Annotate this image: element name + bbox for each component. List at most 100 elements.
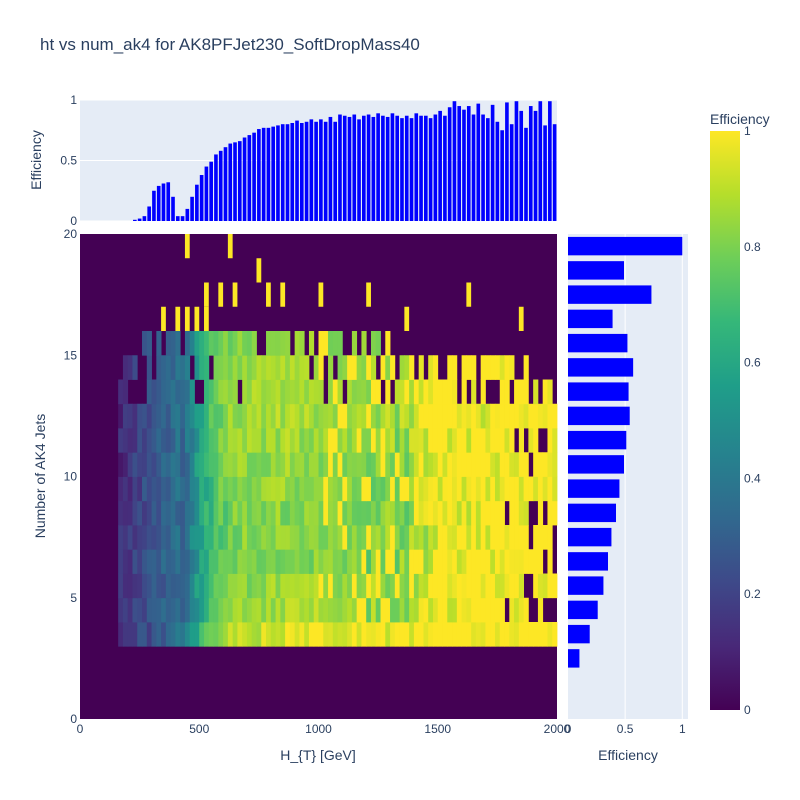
heatmap-cell <box>418 403 424 429</box>
heatmap-cell <box>514 597 520 623</box>
heatmap-cell <box>266 622 272 647</box>
heatmap-cell <box>218 428 224 453</box>
heatmap-cell <box>370 379 377 405</box>
top-efficiency-bar <box>362 115 366 221</box>
heatmap-cell <box>151 403 157 429</box>
heatmap-cell <box>432 597 439 623</box>
top-efficiency-bar <box>385 116 390 221</box>
heatmap-cell <box>337 476 343 502</box>
heatmap-cell <box>328 379 334 405</box>
heatmap-cell <box>242 355 248 380</box>
heatmap-cell <box>409 476 415 502</box>
heatmap-cell <box>208 331 214 356</box>
heatmap-cell <box>122 379 129 405</box>
top-efficiency-bar <box>204 166 209 221</box>
top-panel-y-ticks: 00.51 <box>60 93 77 228</box>
top-efficiency-bar <box>404 115 409 221</box>
heatmap-cell <box>547 622 553 647</box>
heatmap-cell <box>251 428 257 453</box>
heatmap-cell <box>237 622 243 647</box>
heatmap-cell <box>232 573 238 599</box>
heatmap-cell <box>552 573 558 599</box>
heatmap-cell <box>313 597 319 623</box>
heatmap-cell <box>308 500 315 526</box>
top-efficiency-bar <box>285 124 290 221</box>
right-panel-grid <box>624 234 683 719</box>
heatmap-cell <box>404 573 410 599</box>
heatmap-cell <box>251 355 257 380</box>
heatmap-cell <box>161 403 167 429</box>
heatmap-cell <box>246 403 253 429</box>
heatmap-cell <box>437 597 443 623</box>
heatmap-cell <box>518 525 525 550</box>
heatmap-cell <box>432 525 439 550</box>
heatmap-cell <box>471 622 477 647</box>
heatmap-cell <box>413 597 420 623</box>
heatmap-cell <box>299 355 305 380</box>
top-y-axis-label: Efficiency <box>28 130 44 190</box>
heatmap-cell <box>480 428 486 453</box>
heatmap-cell <box>227 428 234 453</box>
heatmap-cell <box>246 573 253 599</box>
heatmap-cell <box>189 500 195 526</box>
heatmap-cell <box>342 549 348 574</box>
heatmap-cell <box>218 452 224 477</box>
heatmap-cell <box>142 403 148 429</box>
heatmap-cell <box>337 549 343 574</box>
heatmap-cell <box>432 622 439 647</box>
heatmap-cell <box>394 452 400 477</box>
heatmap-cell <box>456 403 462 429</box>
heatmap-cell <box>332 525 338 550</box>
heatmap-cell <box>337 428 343 453</box>
heatmap-cell <box>246 500 253 526</box>
heatmap-y-ticks: 0 5 10 15 20 <box>64 227 78 726</box>
heatmap-cell <box>504 355 510 380</box>
heatmap-cell <box>390 597 396 623</box>
heatmap-cell <box>285 331 291 356</box>
heatmap-cell <box>313 476 319 502</box>
heatmap-cell <box>275 573 281 599</box>
heatmap-cell <box>437 573 443 599</box>
heatmap-cell <box>494 622 501 647</box>
heatmap-cell <box>304 525 310 550</box>
heatmap-cell <box>313 452 319 477</box>
heatmap-cell <box>213 331 219 356</box>
heatmap-cell <box>194 597 200 623</box>
heatmap-cell <box>480 403 486 429</box>
heatmap-cell <box>132 476 138 502</box>
right-efficiency-bar <box>568 236 683 256</box>
heatmap-cell <box>270 573 276 599</box>
top-efficiency-bar <box>357 119 361 221</box>
heatmap-cell <box>156 403 162 429</box>
colorbar-tick-label: 0.8 <box>744 240 761 254</box>
heatmap-cell <box>156 355 162 380</box>
heatmap-cell <box>251 622 257 647</box>
heatmap-cell <box>390 500 396 526</box>
heatmap-cell <box>514 476 520 502</box>
top-efficiency-bar <box>509 124 514 221</box>
heatmap-cell <box>418 500 424 526</box>
heatmap-cell <box>466 428 472 453</box>
heatmap-cell <box>366 355 372 380</box>
heatmap-cell <box>442 622 448 647</box>
heatmap-cell <box>208 428 214 453</box>
heatmap-cell <box>428 549 434 574</box>
heatmap-cell <box>251 331 257 356</box>
heatmap-cell <box>456 573 462 599</box>
heatmap-x-tick-label: 1500 <box>424 722 451 736</box>
top-efficiency-bar <box>195 184 199 221</box>
heatmap-cell <box>180 597 186 623</box>
heatmap-cell <box>523 403 529 429</box>
heatmap-cell <box>289 597 296 623</box>
heatmap-cell <box>170 549 176 574</box>
heatmap-cell <box>256 573 262 599</box>
heatmap-cell <box>213 476 219 502</box>
heatmap-cell <box>280 573 286 599</box>
heatmap-cell <box>318 525 324 550</box>
heatmap-cell <box>170 379 176 405</box>
heatmap-cell <box>289 452 296 477</box>
heatmap-cell <box>413 476 420 502</box>
heatmap-cell <box>218 500 224 526</box>
heatmap-cell <box>137 428 143 453</box>
heatmap-cell-sparse <box>184 234 190 259</box>
